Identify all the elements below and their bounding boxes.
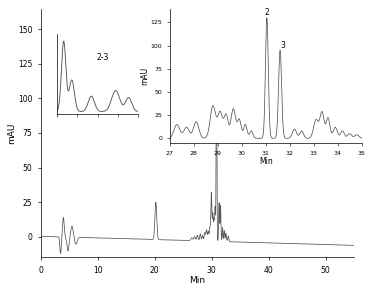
- Y-axis label: mAU: mAU: [140, 67, 149, 85]
- Text: 2: 2: [265, 8, 269, 17]
- X-axis label: Min: Min: [259, 157, 273, 166]
- Text: 2-3: 2-3: [96, 53, 108, 62]
- X-axis label: Min: Min: [189, 276, 206, 285]
- Y-axis label: mAU: mAU: [7, 122, 16, 144]
- Text: 3: 3: [280, 41, 285, 49]
